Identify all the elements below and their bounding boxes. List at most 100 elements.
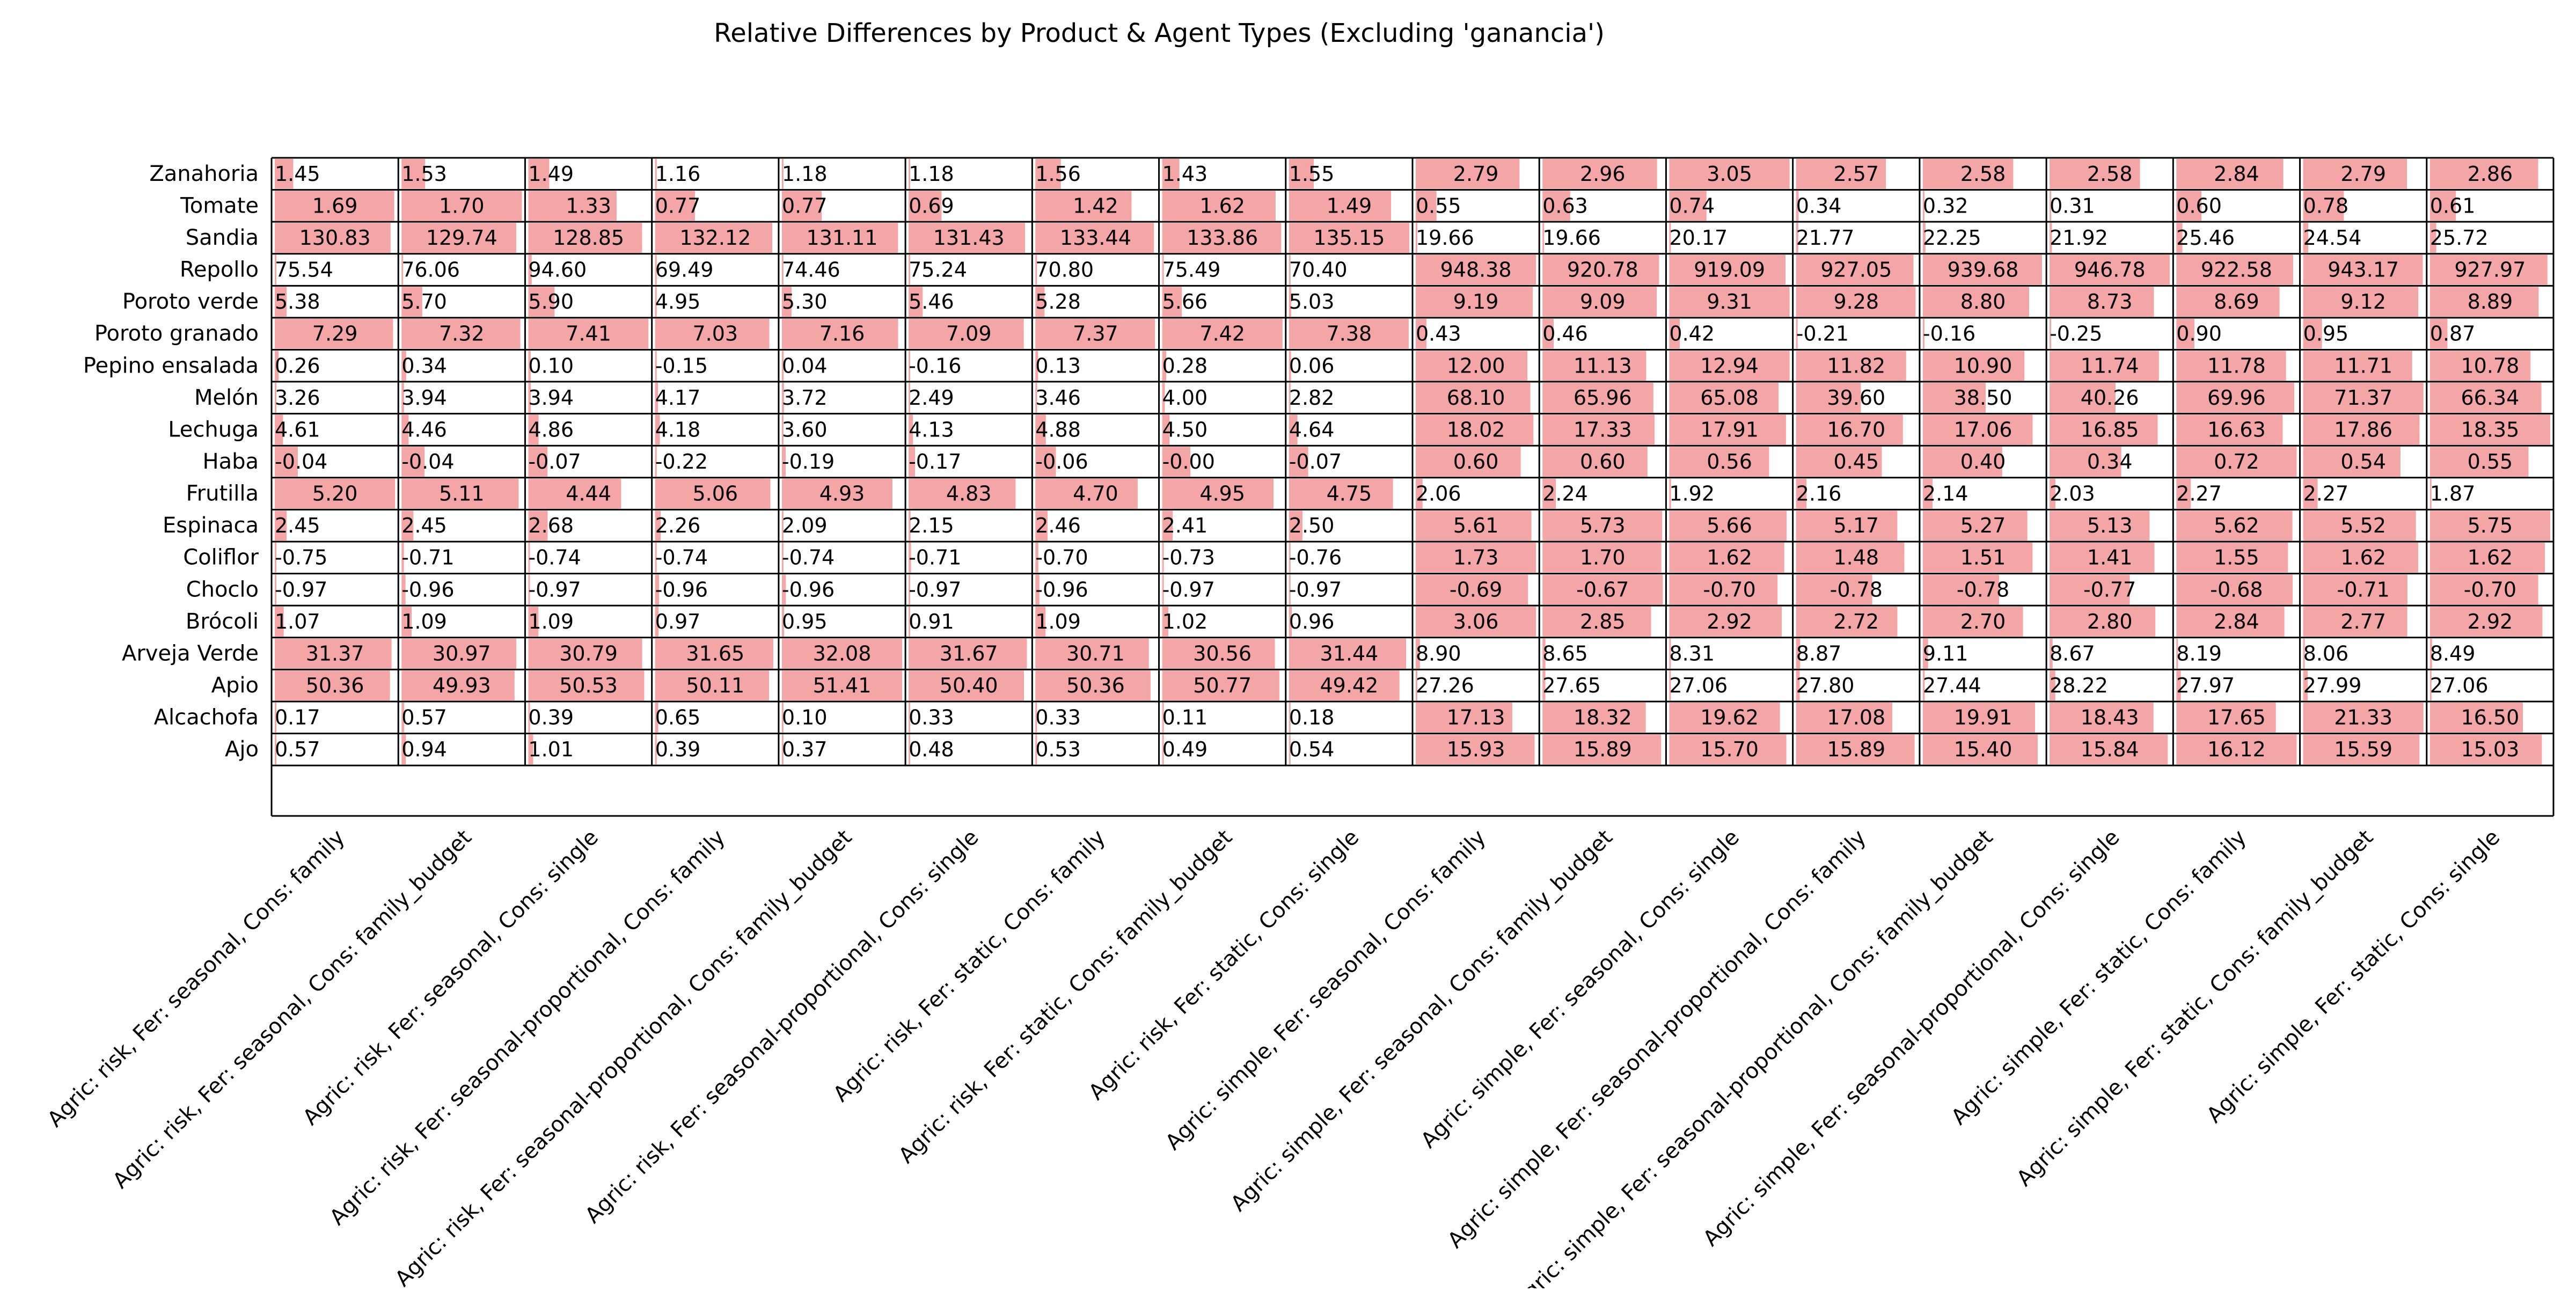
cell-value: 4.44: [566, 482, 611, 506]
cell-value: 27.06: [2430, 674, 2489, 697]
cell-value: -0.06: [1035, 450, 1088, 473]
cell-value: -0.70: [2464, 578, 2516, 601]
cell-bar: [1416, 191, 1437, 221]
cell-value: 10.90: [1954, 354, 2012, 377]
cell-bar: [401, 351, 406, 381]
col-label: Agric: simple, Fer: static, Cons: family: [1946, 825, 2251, 1130]
cell-bar: [2176, 574, 2293, 605]
cell-bar: [655, 383, 658, 413]
cell-bar: [2176, 223, 2183, 253]
cell-bar: [1796, 510, 1898, 541]
cell-bar: [1162, 287, 1182, 317]
cell-bar: [1289, 670, 1400, 701]
cell-bar: [2303, 254, 2423, 285]
cell-bar: [1416, 542, 1536, 573]
cell-bar: [781, 254, 784, 285]
cell-bar: [909, 447, 915, 477]
cell-bar: [781, 670, 903, 701]
cell-value: 2.46: [1035, 514, 1081, 537]
cell-value: 7.32: [439, 322, 485, 346]
cell-bar: [2429, 318, 2448, 349]
cell-value: 30.56: [1193, 642, 1252, 666]
cell-bar: [655, 478, 771, 509]
cell-bar: [2050, 318, 2052, 349]
cell-bar: [1796, 574, 1872, 605]
cell-value: 7.03: [692, 322, 738, 346]
cell-bar: [1162, 159, 1180, 189]
cell-value: 0.96: [1289, 610, 1335, 633]
cell-value: 1.62: [2468, 546, 2513, 570]
cell-bar: [1669, 223, 1671, 253]
cell-bar: [528, 607, 539, 637]
cell-value: 133.86: [1187, 226, 1258, 250]
cell-bar: [2050, 191, 2052, 221]
cell-value: 8.67: [2050, 642, 2095, 666]
cell-value: 5.06: [692, 482, 738, 506]
cell-bar: [1542, 510, 1663, 541]
cell-value: 0.39: [655, 738, 701, 761]
cell-value: 919.09: [1694, 258, 1765, 282]
cell-bar: [655, 159, 657, 189]
cell-bar: [275, 191, 394, 221]
cell-bar: [655, 607, 658, 637]
cell-value: 4.70: [1073, 482, 1118, 506]
cell-bar: [1162, 254, 1164, 285]
cell-bar: [781, 159, 784, 189]
cell-bar: [1416, 223, 1417, 253]
cell-bar: [275, 670, 390, 701]
cell-value: 17.86: [2334, 418, 2392, 441]
cell-bar: [2303, 351, 2412, 381]
cell-bar: [275, 447, 298, 477]
cell-value: 8.73: [2087, 290, 2133, 313]
cell-bar: [909, 191, 942, 221]
cell-value: -0.96: [655, 578, 708, 601]
cell-value: 1.41: [2087, 546, 2133, 570]
cell-bar: [781, 734, 784, 764]
cell-value: 1.45: [275, 162, 320, 186]
cell-bar: [1542, 607, 1651, 637]
cell-value: 16.50: [2461, 706, 2520, 730]
cell-value: 2.06: [1416, 482, 1461, 506]
cell-value: 50.77: [1193, 674, 1252, 697]
values-layer: 1.45 1.53 1.49 1.16 1.18 1.18 1.56 1.43 1.55 2.79…: [275, 162, 2526, 761]
cell-value: 28.22: [2050, 674, 2108, 697]
cell-value: 30.97: [433, 642, 491, 666]
cell-bar: [401, 318, 521, 349]
cell-bar: [401, 478, 519, 509]
cell-bar: [1162, 478, 1274, 509]
cell-value: 12.94: [1700, 354, 1759, 377]
cell-value: 3.05: [1707, 162, 1752, 186]
cell-value: 0.34: [401, 354, 447, 377]
cell-bar: [2303, 191, 2344, 221]
cell-value: 74.46: [782, 258, 840, 282]
cell-value: 2.70: [1960, 610, 2006, 633]
cell-value: 22.25: [1923, 226, 1981, 250]
cell-bar: [1035, 478, 1138, 509]
cell-bar: [528, 510, 548, 541]
cell-bar: [1416, 351, 1528, 381]
cell-bar: [1289, 574, 1291, 605]
cell-bar: [528, 351, 531, 381]
cell-bar: [2176, 638, 2178, 669]
cell-bar: [2303, 510, 2416, 541]
cell-value: 946.78: [2074, 258, 2146, 282]
cell-bar: [1162, 670, 1279, 701]
cell-value: 9.12: [2340, 290, 2386, 313]
cell-value: 15.93: [1447, 738, 1505, 761]
cell-value: -0.70: [1703, 578, 1755, 601]
cell-bar: [275, 542, 276, 573]
cell-value: 27.06: [1669, 674, 1728, 697]
cell-bar: [781, 287, 792, 317]
cell-bar: [1796, 383, 1861, 413]
cell-value: 19.66: [1416, 226, 1474, 250]
cell-bar: [909, 702, 911, 733]
cell-value: -0.25: [2050, 322, 2102, 346]
cell-value: 0.77: [782, 194, 828, 217]
cell-bar: [2303, 287, 2419, 317]
cell-value: 21.92: [2050, 226, 2108, 250]
cell-bar: [1416, 670, 1417, 701]
cell-bar: [2429, 607, 2543, 637]
cell-bar: [2176, 734, 2297, 764]
cell-bar: [2050, 638, 2053, 669]
